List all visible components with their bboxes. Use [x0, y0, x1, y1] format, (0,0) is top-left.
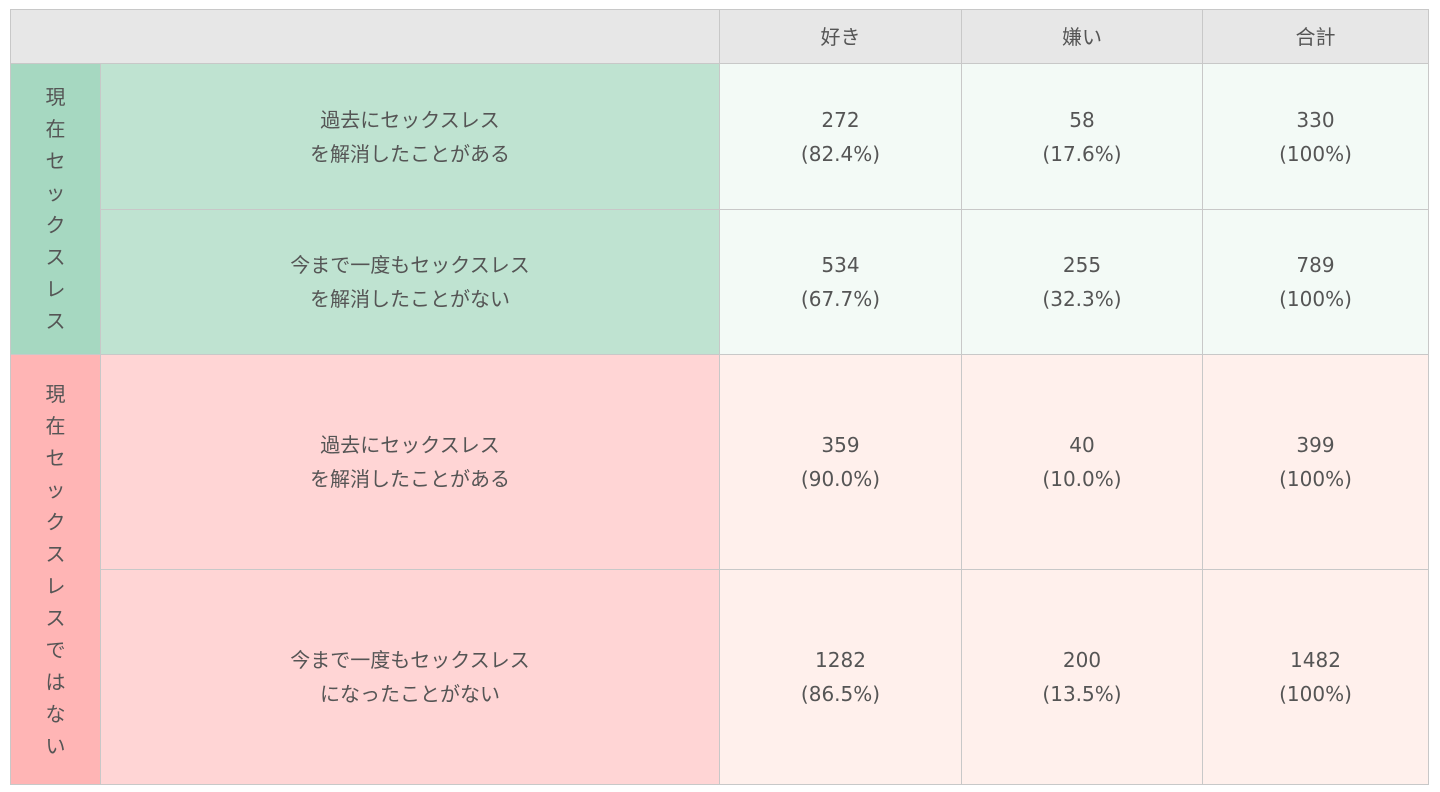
cell-count: 359: [821, 433, 860, 457]
cell-like: 1282 (86.5%): [719, 569, 962, 785]
header-like: 好き: [719, 9, 962, 64]
row-label-line: 今まで一度もセックスレス: [290, 253, 530, 277]
cell-count: 272: [821, 107, 860, 132]
cell-percent: (100%): [1279, 682, 1352, 706]
cell-total: 789 (100%): [1202, 209, 1429, 355]
cell-percent: (67.7%): [800, 287, 881, 311]
cell-count: 200: [1062, 648, 1102, 672]
header-row: 好き 嫌い 合計: [10, 9, 1429, 64]
cell-total: 1482 (100%): [1202, 569, 1429, 785]
cell-count: 58: [1069, 107, 1095, 132]
cell-dislike: 255 (32.3%): [961, 209, 1203, 355]
row-label-line: 過去にセックスレス: [320, 107, 500, 132]
cell-percent: (17.6%): [1042, 141, 1122, 166]
header-blank: [10, 9, 720, 64]
cell-count: 534: [821, 253, 860, 277]
cell-dislike: 58 (17.6%): [961, 63, 1203, 210]
cell-count: 1482: [1290, 648, 1341, 672]
row-label: 過去にセックスレス を解消したことがある: [100, 354, 720, 570]
cell-like: 272 (82.4%): [719, 63, 962, 210]
row-label-line: を解消したことがない: [310, 287, 510, 311]
cell-dislike: 200 (13.5%): [961, 569, 1203, 785]
cell-count: 255: [1062, 253, 1102, 277]
row-label: 過去にセックスレス を解消したことがある: [100, 63, 720, 210]
cell-count: 330: [1296, 107, 1335, 132]
group-label: 現在セックスレスではない: [10, 354, 101, 785]
cell-total: 330 (100%): [1202, 63, 1429, 210]
cell-count: 1282: [815, 648, 866, 672]
row-label-line: 今まで一度もセックスレス: [290, 648, 530, 672]
cell-percent: (100%): [1279, 141, 1352, 166]
group-label: 現在セックスレス: [10, 63, 101, 355]
cell-percent: (82.4%): [800, 141, 881, 166]
cell-percent: (32.3%): [1042, 287, 1122, 311]
header-total: 合計: [1202, 9, 1429, 64]
row-label-line: になったことがない: [320, 682, 500, 706]
table-row: 現在セックスレス 過去にセックスレス を解消したことがある 272 (82.4%) 58 (…: [10, 63, 1429, 355]
row-label-line: 過去にセックスレス: [320, 433, 500, 457]
data-table: 好き 嫌い 合計 現在セックスレス過去にセックスレス を解消したことがある 272(…: [10, 9, 1429, 785]
cell-count: 40: [1069, 433, 1095, 457]
header-dislike: 嫌い: [961, 9, 1203, 64]
table-row: 現在セックスレスではない 過去にセックスレス を解消したことがある 359 (90.0%…: [10, 354, 1429, 785]
cell-count: 399: [1296, 433, 1335, 457]
cell-percent: (100%): [1279, 287, 1352, 311]
table-row: 今まで一度もセックスレス になったことがない 1282 (86.5%) 200 (13.5…: [11, 569, 1429, 785]
cell-percent: (90.0%): [800, 467, 881, 491]
row-label: 今まで一度もセックスレス を解消したことがない: [100, 209, 720, 355]
table-row: 今まで一度もセックスレス を解消したことがない 534 (67.7%) 255 (32.3…: [11, 209, 1429, 355]
group-label-text: 現在セックスレスではない: [45, 381, 66, 758]
cell-count: 789: [1296, 253, 1335, 277]
cell-like: 359 (90.0%): [719, 354, 962, 570]
cell-percent: (100%): [1279, 467, 1352, 491]
row-label-line: を解消したことがある: [310, 141, 510, 166]
cell-percent: (86.5%): [800, 682, 881, 706]
row-label-line: を解消したことがある: [310, 467, 510, 491]
cell-dislike: 40 (10.0%): [961, 354, 1203, 570]
row-label: 今まで一度もセックスレス になったことがない: [100, 569, 720, 785]
cell-like: 534 (67.7%): [719, 209, 962, 355]
group-label-text: 現在セックスレス: [45, 85, 66, 333]
cell-percent: (10.0%): [1042, 467, 1122, 491]
cell-percent: (13.5%): [1042, 682, 1122, 706]
cell-total: 399 (100%): [1202, 354, 1429, 570]
